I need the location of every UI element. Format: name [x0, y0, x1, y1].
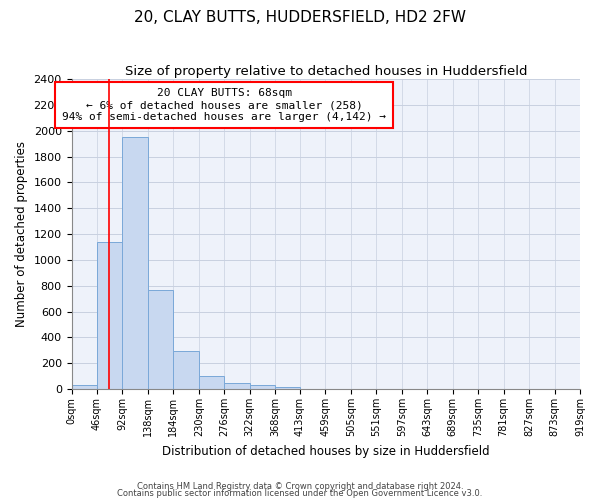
Bar [122, 138, 148, 389]
Bar [250, 384, 275, 389]
Bar [173, 351, 199, 389]
Bar [199, 376, 224, 389]
Bar [71, 384, 97, 389]
Text: Contains HM Land Registry data © Crown copyright and database right 2024.: Contains HM Land Registry data © Crown c… [137, 482, 463, 491]
Title: Size of property relative to detached houses in Huddersfield: Size of property relative to detached ho… [125, 65, 527, 78]
Bar [97, 242, 122, 389]
Text: 20 CLAY BUTTS: 68sqm
← 6% of detached houses are smaller (258)
94% of semi-detac: 20 CLAY BUTTS: 68sqm ← 6% of detached ho… [62, 88, 386, 122]
Y-axis label: Number of detached properties: Number of detached properties [15, 141, 28, 327]
Bar [148, 290, 173, 389]
Text: Contains public sector information licensed under the Open Government Licence v3: Contains public sector information licen… [118, 489, 482, 498]
Text: 20, CLAY BUTTS, HUDDERSFIELD, HD2 2FW: 20, CLAY BUTTS, HUDDERSFIELD, HD2 2FW [134, 10, 466, 25]
X-axis label: Distribution of detached houses by size in Huddersfield: Distribution of detached houses by size … [162, 444, 490, 458]
Bar [224, 382, 250, 389]
Bar [275, 386, 300, 389]
